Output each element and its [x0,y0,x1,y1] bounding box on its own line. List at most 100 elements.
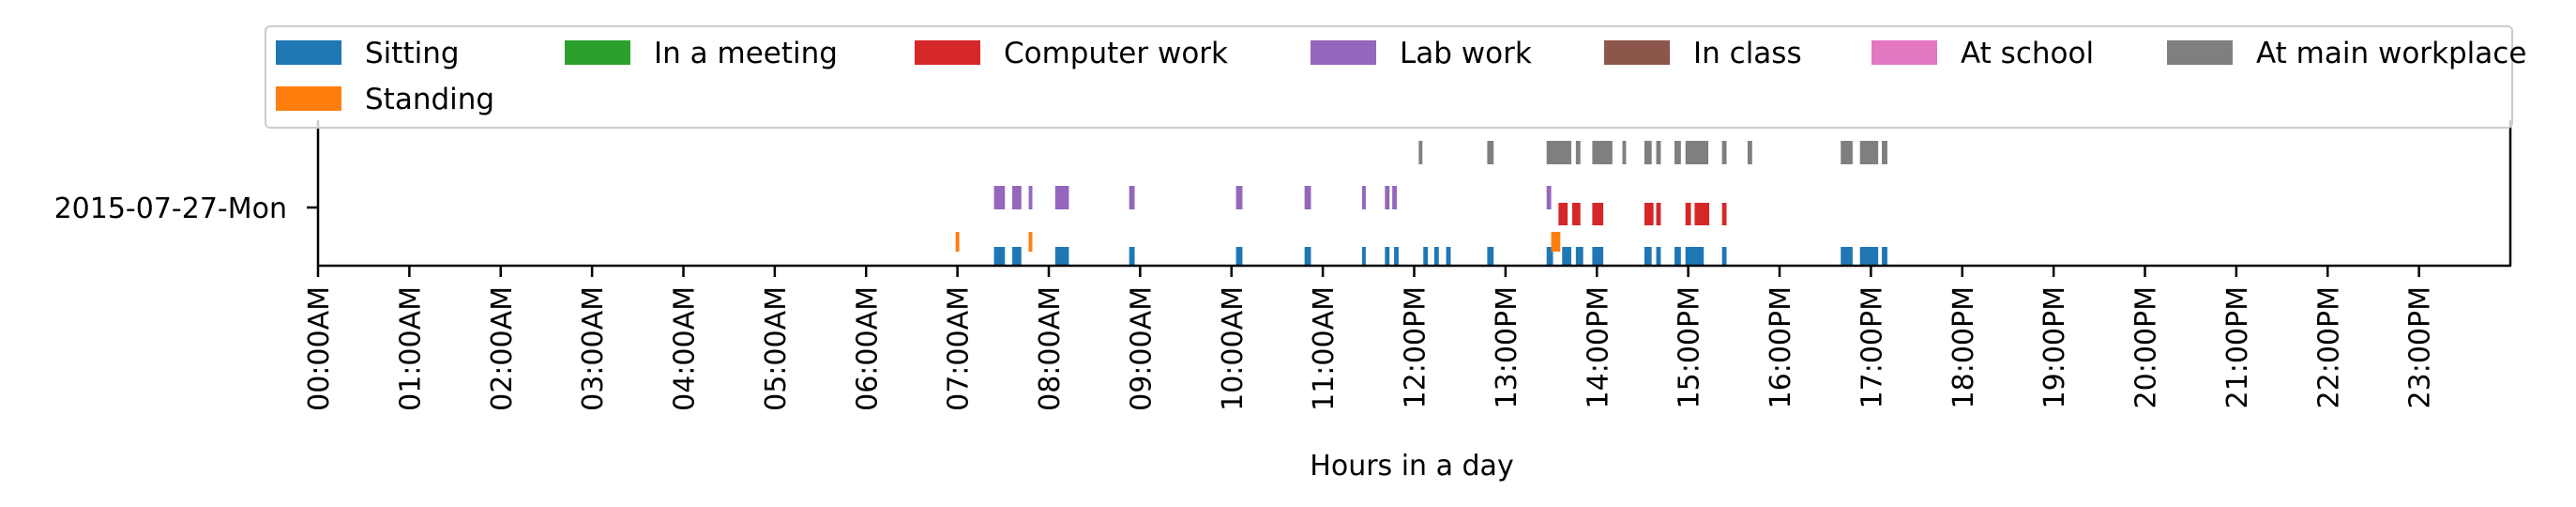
bar-sitting [1575,247,1583,265]
bar-sitting [1656,247,1661,265]
bar-at-main-workplace [1841,141,1853,164]
legend-swatch-standing [276,86,341,111]
x-tick-label: 23:00PM [2404,286,2437,408]
bar-lab-work [1028,186,1033,209]
bar-sitting [1446,247,1451,265]
bar-sitting [1882,247,1887,265]
activity-bars [955,141,1887,265]
x-tick-label: 22:00PM [2312,286,2345,408]
legend-label-in-a-meeting: In a meeting [654,37,838,70]
x-tick-label: 17:00PM [1856,286,1888,408]
bar-sitting [1129,247,1135,265]
x-axis-title: Hours in a day [1310,450,1513,483]
bar-lab-work [1392,186,1397,209]
x-tick-label: 10:00AM [1217,286,1250,411]
x-tick-label: 13:00PM [1491,286,1523,408]
bar-lab-work [1385,186,1390,209]
legend-swatch-in-a-meeting [565,40,630,65]
bar-at-main-workplace [1622,141,1627,164]
bar-at-main-workplace [1592,141,1613,164]
bar-sitting [993,247,1006,265]
bar-lab-work [1054,186,1069,209]
x-axis-ticks: 00:00AM 01:00AM 02:00AM 03:00AM 04:00AM 05:00… [303,266,2437,411]
bar-computer-work [1571,203,1581,225]
bar-lab-work [993,186,1006,209]
x-tick-label: 11:00AM [1308,286,1341,411]
legend-swatch-lab-work [1311,40,1376,65]
x-tick-label: 19:00PM [2038,286,2071,408]
bar-at-main-workplace [1656,141,1661,164]
legend-swatch-at-school [1871,40,1937,65]
x-tick-label: 09:00AM [1125,286,1158,411]
legend-label-at-school: At school [1961,37,2094,70]
bar-computer-work [1592,203,1604,225]
bar-sitting [1674,247,1681,265]
bar-computer-work [1694,203,1710,225]
legend-swatch-at-main-workplace [2167,40,2233,65]
bar-sitting [1423,247,1429,265]
x-tick-label: 04:00AM [669,286,702,411]
bar-sitting [1644,247,1652,265]
bar-sitting [1562,247,1571,265]
bar-computer-work [1558,203,1568,225]
bar-sitting [1721,247,1727,265]
y-tick-label: 2015-07-27-Mon [54,192,287,225]
x-tick-label: 14:00PM [1582,286,1614,408]
x-tick-label: 18:00PM [1947,286,1980,408]
x-tick-label: 00:00AM [303,286,336,411]
bar-at-main-workplace [1747,141,1752,164]
legend-label-sitting: Sitting [365,37,460,70]
legend-label-at-main-workplace: At main workplace [2256,37,2526,70]
bar-standing [955,232,960,252]
bar-sitting [1361,247,1366,265]
bar-at-main-workplace [1418,141,1423,164]
x-tick-label: 20:00PM [2130,286,2163,408]
legend-swatch-in-class [1604,40,1670,65]
x-tick-label: 21:00PM [2221,286,2254,408]
x-tick-label: 05:00AM [760,286,793,411]
bar-at-main-workplace [1575,141,1581,164]
x-tick-label: 08:00AM [1034,286,1067,411]
bar-lab-work [1012,186,1022,209]
bar-sitting [1385,247,1390,265]
bar-lab-work [1129,186,1135,209]
bar-at-main-workplace [1685,141,1709,164]
bar-at-main-workplace [1674,141,1681,164]
legend: Sitting In a meeting Computer work Lab work… [265,25,2526,129]
legend-label-standing: Standing [365,83,494,116]
bar-at-main-workplace [1882,141,1887,164]
bar-at-main-workplace [1487,141,1494,164]
legend-label-lab-work: Lab work [1400,37,1532,70]
legend-box [265,25,2513,129]
bar-lab-work [1235,186,1243,209]
bar-standing [1551,232,1561,252]
legend-swatch-computer-work [915,40,980,65]
x-tick-label: 02:00AM [486,286,519,411]
bar-sitting [1012,247,1022,265]
bar-computer-work [1721,203,1727,225]
x-tick-label: 07:00AM [943,286,976,411]
bar-sitting [1394,247,1399,265]
legend-label-in-class: In class [1693,37,1802,70]
x-tick-label: 06:00AM [851,286,884,411]
bar-standing [1028,232,1033,252]
x-tick-label: 15:00PM [1674,286,1706,408]
bar-sitting [1859,247,1879,265]
bar-lab-work [1546,186,1552,209]
x-tick-label: 12:00PM [1400,286,1432,408]
x-tick-label: 01:00AM [394,286,427,411]
bar-sitting [1487,247,1494,265]
bar-sitting [1841,247,1853,265]
bar-sitting [1304,247,1311,265]
bar-at-main-workplace [1644,141,1652,164]
bar-sitting [1685,247,1705,265]
bar-computer-work [1644,203,1654,225]
bar-sitting [1235,247,1243,265]
x-tick-label: 03:00AM [577,286,610,411]
bar-computer-work [1656,203,1661,225]
bar-lab-work [1304,186,1311,209]
bar-at-main-workplace [1546,141,1571,164]
bar-lab-work [1361,186,1366,209]
legend-swatch-sitting [276,40,341,65]
